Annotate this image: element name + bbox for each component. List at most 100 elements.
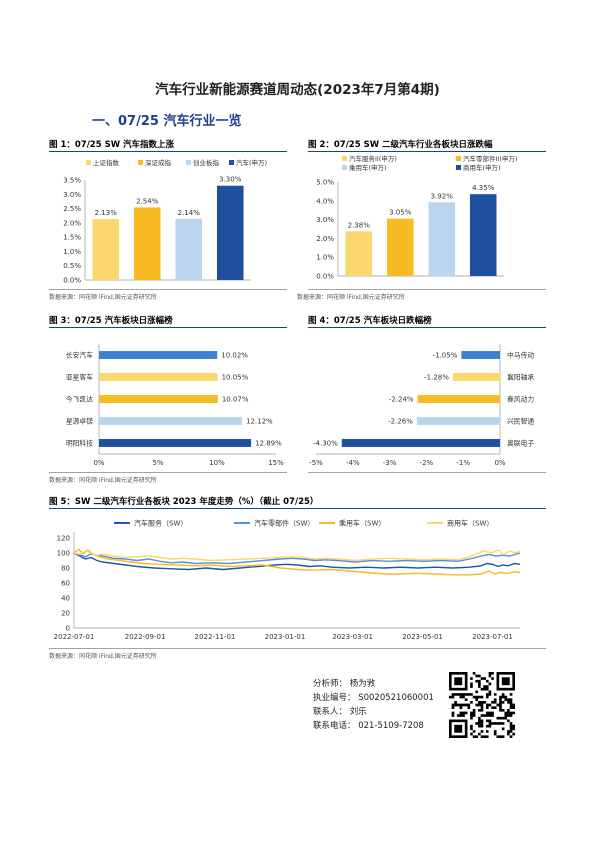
chart-5-ytick-label: 0 [66, 625, 70, 633]
chart-1-legend-label-3: 创业板指 [193, 158, 220, 167]
analyst-license: 执业编号： S0020521060001 [313, 693, 434, 703]
chart-4-category-label-4: 兴民智通 [507, 417, 534, 426]
chart-5-legend-label-2: 汽车零部件（SW） [254, 519, 314, 528]
figure-1-bottom-rule [49, 289, 287, 290]
figure-1-rule [49, 151, 287, 152]
chart-2-legend-label-3: 乘用车(申万) [349, 163, 387, 172]
chart-1-ytick-label: 2.0% [63, 219, 81, 227]
chart-2-bar-4 [469, 194, 497, 276]
chart-4-top-losers: -5% -4% -3% -2% -1% 0% -1.05% 中马传动 -1.28% 襄阳轴承 -2.… [309, 344, 534, 467]
qr-code-icon [449, 672, 515, 738]
chart-1-legend-label-2: 深证成指 [145, 158, 172, 167]
figure-5-caption: 图 5：SW 二级汽车行业各板块 2023 年度走势（%）（截止 07/25） [49, 497, 319, 507]
chart-5-legend-label-3: 乘用车（SW） [339, 519, 385, 528]
chart-1-data-label-3: 2.14% [178, 209, 201, 217]
chart-4-xtick-label: -1% [456, 459, 470, 467]
chart-3-xtick-label: 0% [93, 459, 104, 467]
chart-2-data-label-1: 2.38% [348, 221, 371, 229]
contact-phone: 联系电话： 021-5109-7208 [313, 721, 424, 731]
figure-1-source: 数据来源：同花顺 iFind,国元证券研究所 [49, 294, 157, 301]
chart-4-category-label-3: 春风动力 [507, 395, 534, 404]
chart-1-legend-label-4: 汽车(申万) [236, 158, 267, 167]
chart-4-category-label-2: 襄阳轴承 [507, 373, 534, 382]
qr-finder-core [454, 677, 463, 686]
chart-2-legend-label-4: 商用车(申万) [463, 163, 501, 172]
chart-2-data-label-4: 4.35% [472, 184, 495, 192]
chart-5-xtick-label: 2022-09-01 [125, 633, 166, 641]
chart-2-ytick-label: 4.0% [316, 197, 334, 205]
chart-4-data-label-4: -2.26% [388, 418, 413, 426]
chart-3-bar-4 [99, 417, 243, 425]
chart-2-legend-swatch-1 [342, 156, 347, 161]
figure-5-source: 数据来源：同花顺 iFind,国元证券研究所 [49, 653, 157, 660]
figure-4-caption: 图 4：07/25 汽车板块日跌幅榜 [308, 316, 432, 326]
chart-3-top-gainers: 0% 5% 10% 15% 10.02% 长安汽车 10.05% 亚星客车 10.07% 今飞凯达… [66, 344, 284, 467]
chart-5-ytick-label: 80 [61, 565, 70, 573]
chart-2-legend-swatch-4 [456, 165, 461, 170]
chart-1-bar-3 [175, 218, 203, 280]
chart-2-ytick-label: 5.0% [316, 179, 334, 187]
contact-name: 联系人： 刘乐 [313, 707, 367, 717]
chart-3-bar-2 [99, 373, 218, 381]
chart-4-data-label-1: -1.05% [433, 352, 458, 360]
figure-2-source: 数据来源：同花顺 iFind,国元证券研究所 [297, 294, 405, 301]
chart-2-legend-swatch-3 [342, 165, 347, 170]
qr-finder-core [501, 677, 510, 686]
chart-5-xtick-label: 2023-03-01 [332, 633, 373, 641]
chart-2-ytick-label: 2.0% [316, 235, 334, 243]
chart-4-xtick-label: -4% [346, 459, 360, 467]
chart-4-xtick-label: -5% [309, 459, 323, 467]
chart-1-bar-4 [216, 185, 244, 280]
chart-3-data-label-1: 10.02% [221, 352, 248, 360]
chart-4-bar-4 [416, 417, 500, 425]
chart-1-ytick-label: 2.5% [63, 205, 81, 213]
chart-3-bar-1 [99, 351, 218, 359]
chart-2-legend-label-2: 汽车零部件II(申万) [463, 154, 517, 163]
section-title: 一、07/25 汽车行业一览 [92, 114, 242, 129]
chart-2-legend-label-1: 汽车服务II(申万) [349, 154, 397, 163]
chart-4-bar-3 [417, 395, 500, 403]
chart-4-data-label-3: -2.24% [389, 396, 414, 404]
chart-4-category-label-1: 中马传动 [507, 351, 534, 360]
chart-2-bar-3 [428, 202, 456, 276]
chart-1-ytick-label: 1.5% [63, 234, 81, 242]
chart-1-ytick-label: 0.0% [63, 277, 81, 285]
chart-1-ytick-label: 0.5% [63, 262, 81, 270]
chart-1-data-label-2: 2.54% [136, 197, 159, 205]
chart-3-xtick-label: 5% [152, 459, 163, 467]
chart-2-bar-1 [345, 231, 373, 276]
chart-5-series-line-4 [73, 549, 521, 562]
chart-2-legend-swatch-2 [456, 156, 461, 161]
chart-2-ytick-label: 0.0% [316, 273, 334, 281]
qr-finder-core [454, 724, 463, 733]
chart-4-data-label-5: -4.30% [313, 440, 338, 448]
figure-4-rule [308, 327, 546, 328]
chart-1-legend-swatch-1 [86, 160, 91, 165]
chart-2-ytick-label: 1.0% [316, 254, 334, 262]
chart-4-bar-5 [341, 439, 500, 447]
chart-5-ytick-label: 40 [61, 595, 70, 603]
chart-4-xtick-label: -3% [383, 459, 397, 467]
chart-3-category-label-1: 长安汽车 [66, 351, 93, 360]
figure-5-bottom-rule [49, 648, 546, 649]
chart-4-xtick-label: 0% [494, 459, 505, 467]
chart-1-legend-swatch-3 [186, 160, 191, 165]
chart-1-index-change: 0.0% 0.5% 1.0% 1.5% 2.0% 2.5% 3.0% 3.5% 2.13% 2.5… [63, 158, 267, 285]
chart-5-series-line-2 [73, 552, 521, 565]
chart-1-ytick-label: 1.0% [63, 248, 81, 256]
chart-3-data-label-2: 10.05% [222, 374, 249, 382]
chart-5-xtick-label: 2023-05-01 [402, 633, 443, 641]
chart-5-xtick-label: 2022-11-01 [195, 633, 236, 641]
chart-5-ytick-label: 120 [57, 535, 70, 543]
chart-1-data-label-4: 3.30% [219, 176, 242, 184]
chart-4-data-label-2: -1.28% [424, 374, 449, 382]
chart-1-ytick-label: 3.5% [63, 177, 81, 185]
chart-5-xtick-label: 2023-07-01 [472, 633, 513, 641]
qr-modules [449, 672, 515, 738]
chart-3-category-label-5: 明阳科技 [66, 439, 93, 448]
chart-3-category-label-4: 星源卓镁 [66, 417, 93, 426]
figure-3-bottom-rule [49, 472, 287, 473]
chart-2-bar-2 [386, 218, 414, 276]
figure-2-bottom-rule [308, 289, 546, 290]
chart-2-ytick-label: 3.0% [316, 216, 334, 224]
